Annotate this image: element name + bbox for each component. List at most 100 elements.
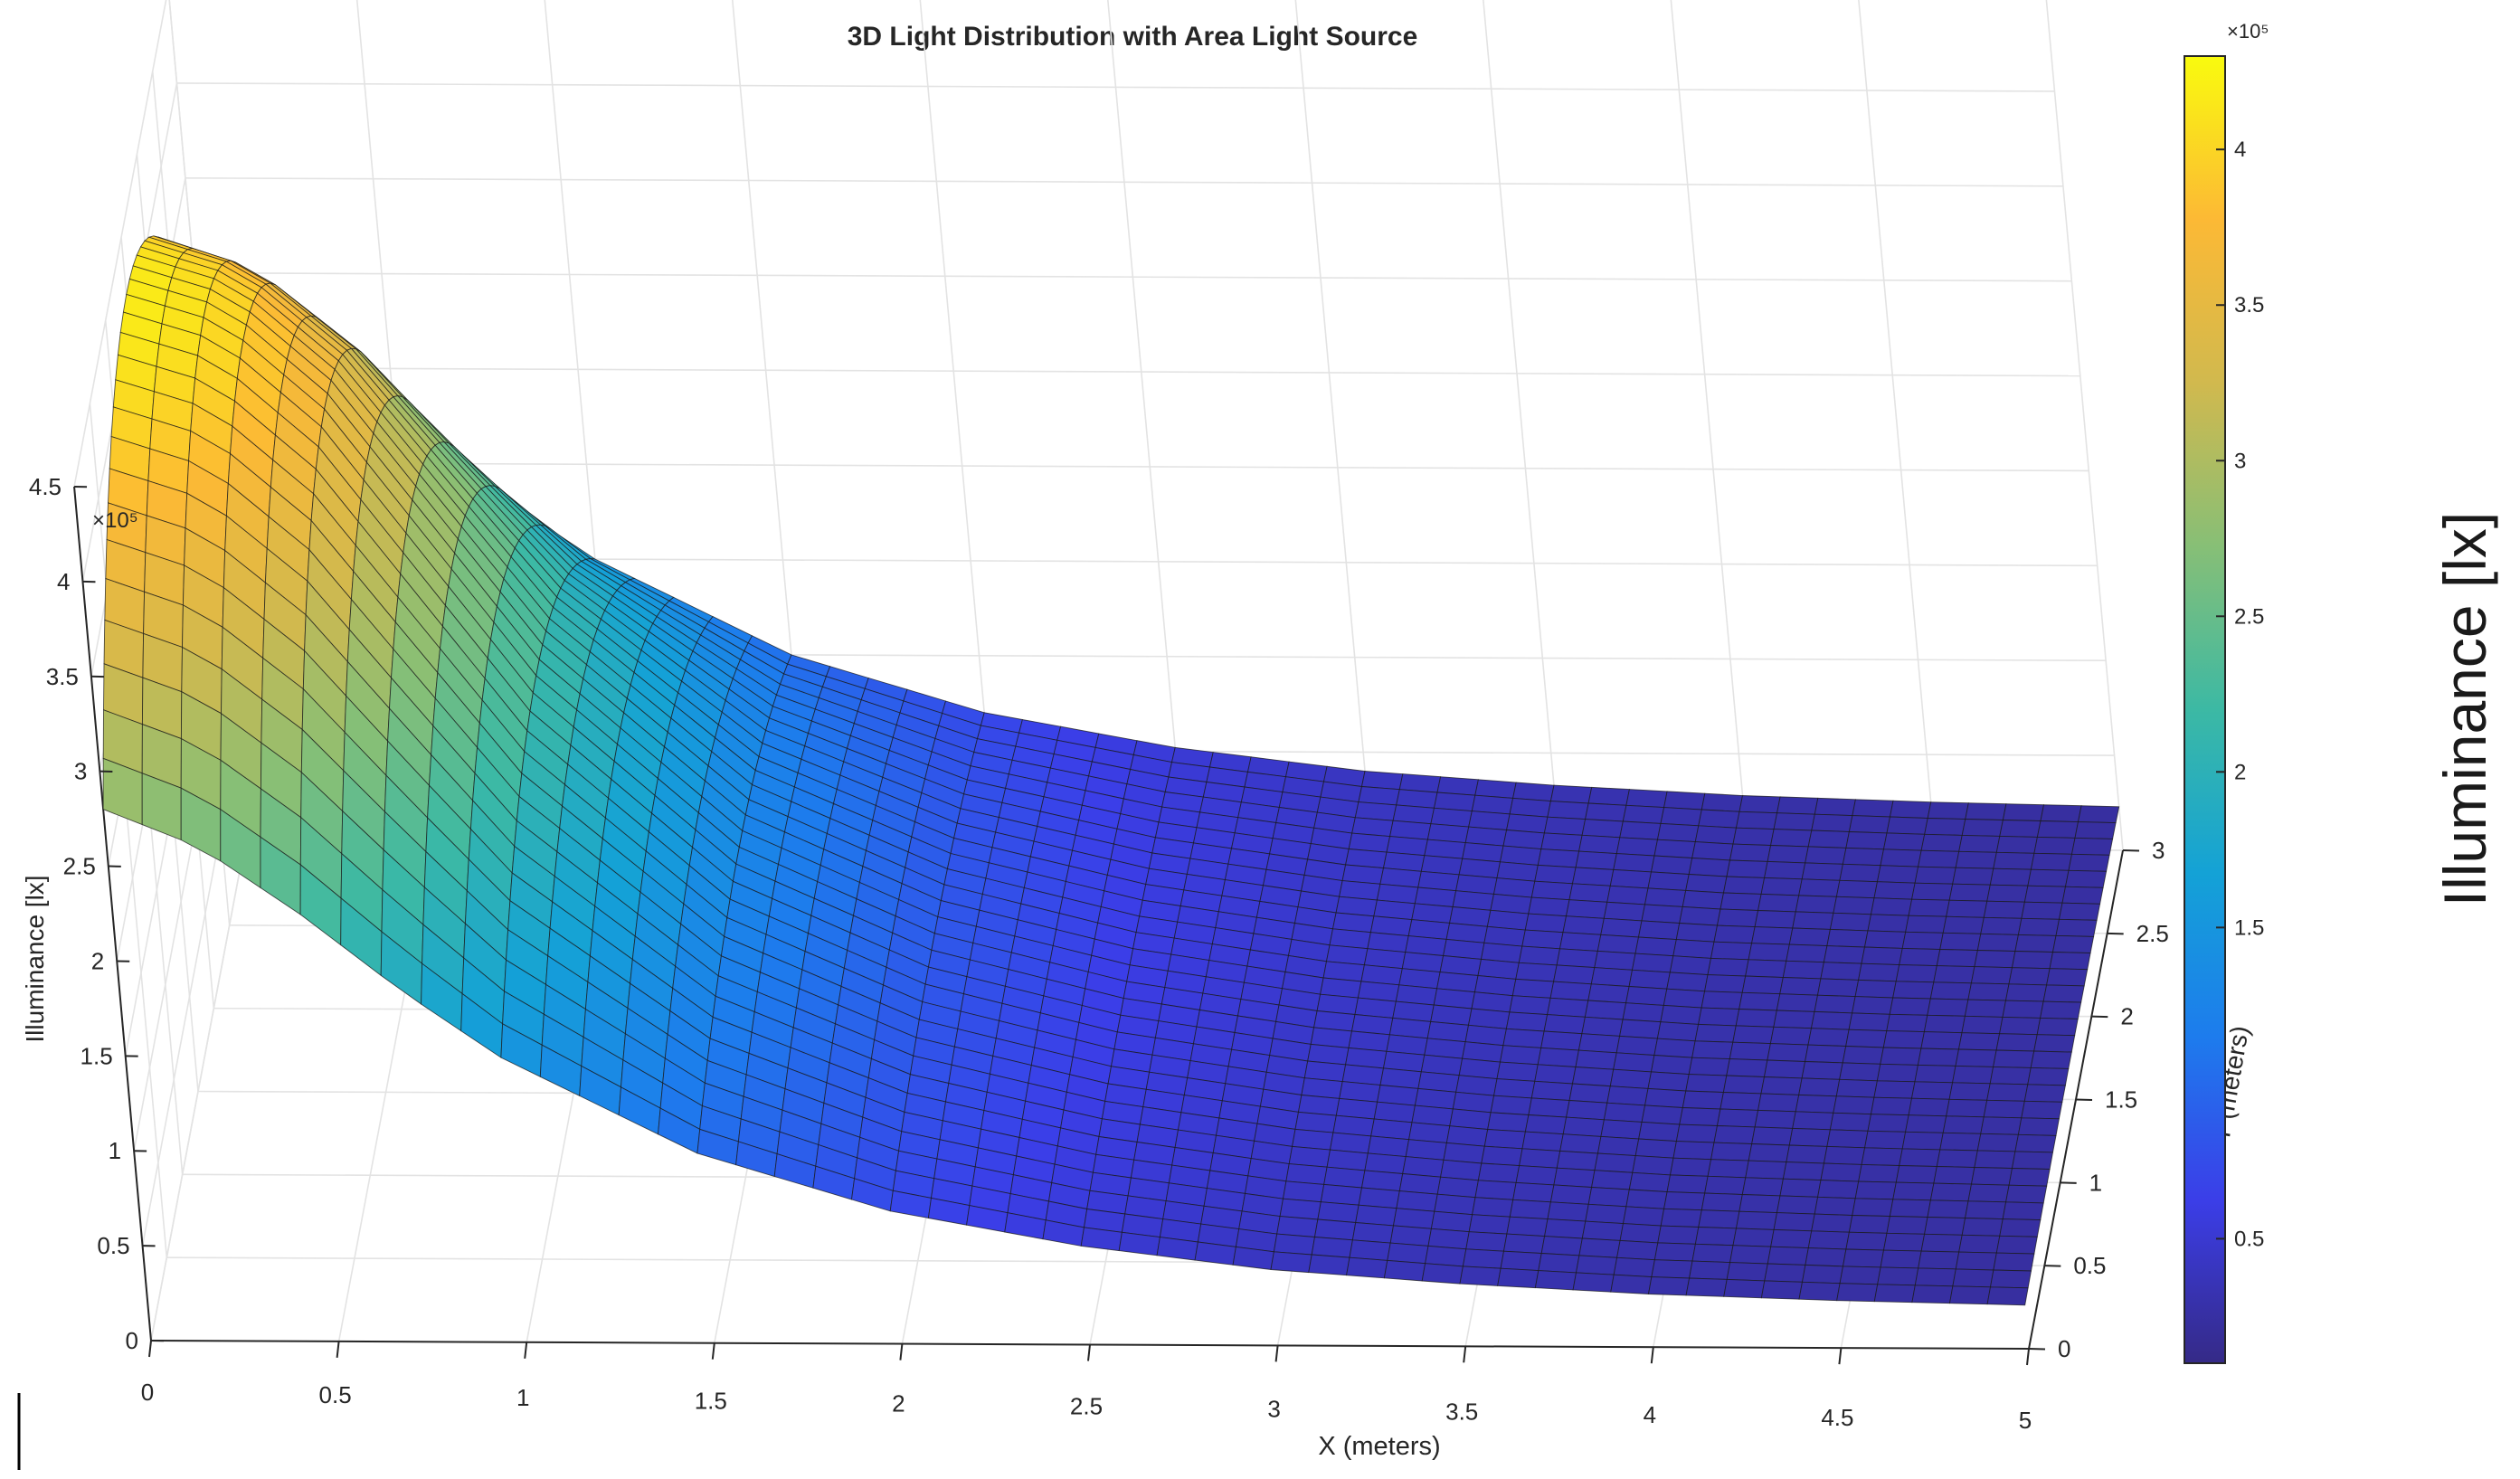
surface-patch [1562, 1116, 1605, 1137]
surface-patch [1886, 816, 1928, 835]
surface-patch [1590, 967, 1634, 987]
surface-patch [2021, 901, 2063, 920]
surface-patch [1908, 898, 1950, 917]
surface-patch [1852, 1198, 1894, 1217]
surface-patch [1836, 1283, 1879, 1303]
surface-patch [1543, 816, 1587, 836]
surface-patch [1745, 1160, 1787, 1180]
grid-line-back-z [185, 176, 2063, 187]
surface-patch [1835, 879, 1879, 899]
surface-patch [1722, 1075, 1766, 1095]
surface-patch [1732, 1228, 1775, 1247]
surface-patch [1999, 1218, 2042, 1237]
x-tick-mark [899, 1343, 904, 1360]
surface-patch [1920, 1031, 1963, 1050]
surface-patch [1505, 1011, 1549, 1032]
grid-line-side-y [89, 403, 168, 1258]
surface-patch [2070, 837, 2114, 856]
surface-patch [1811, 813, 1853, 832]
grid-line-back-x [1858, 0, 1937, 850]
surface-patch [1571, 867, 1615, 886]
surface-patch [1886, 1013, 1928, 1033]
surface-patch [1995, 1033, 2038, 1052]
surface-patch [1936, 949, 1978, 968]
surface-patch [1534, 1064, 1577, 1085]
surface-patch [1911, 1285, 1954, 1304]
surface-patch [1970, 966, 2013, 985]
surface-patch [1782, 960, 1824, 980]
surface-patch [2011, 951, 2054, 970]
surface-patch [1349, 1239, 1391, 1261]
surface-patch [1647, 1071, 1690, 1092]
surface-patch [1346, 1256, 1388, 1279]
z-tick-label: 2.5 [63, 853, 96, 880]
surface-patch [1351, 1222, 1395, 1244]
surface-patch [1873, 881, 1916, 900]
x-tick-mark [711, 1342, 715, 1360]
surface-patch [1613, 1052, 1655, 1073]
surface-patch [1389, 1225, 1432, 1247]
surface-patch [1632, 1155, 1674, 1176]
x-tick-mark [1838, 1347, 1843, 1365]
surface-patch [1870, 897, 1913, 916]
surface-patch [1741, 1177, 1784, 1197]
x-tick-mark [336, 1341, 340, 1359]
surface-patch [1682, 889, 1725, 910]
surface-patch [1558, 932, 1602, 952]
surface-patch [1653, 1242, 1696, 1262]
surface-patch [1751, 1126, 1794, 1146]
grid-line-side-z [73, 0, 167, 488]
surface-patch [1465, 1231, 1508, 1252]
surface-patch [2023, 885, 2067, 904]
surface-patch [1610, 1274, 1653, 1294]
surface-patch [1722, 876, 1766, 895]
surface-patch [1889, 800, 1932, 819]
surface-patch [2002, 1201, 2044, 1221]
surface-patch [1500, 1250, 1542, 1272]
surface-patch [1559, 1133, 1602, 1154]
surface-patch [1967, 982, 2010, 1001]
surface-patch [1779, 977, 1822, 996]
surface-patch [2005, 1184, 2048, 1204]
surface-patch [1704, 1175, 1747, 1195]
surface-patch [2027, 868, 2070, 887]
surface-patch [1619, 1223, 1662, 1244]
surface-patch [1942, 915, 1985, 934]
x-tick-label: 4 [1644, 1401, 1656, 1428]
surface-patch [1858, 1163, 1900, 1183]
surface-patch [1842, 1046, 1884, 1065]
surface-patch [2008, 967, 2051, 986]
surface-patch [1537, 849, 1580, 868]
surface-patch [1679, 1107, 1721, 1126]
surface-patch [1685, 1074, 1728, 1093]
colorbar-tick-label: 4 [2234, 137, 2246, 162]
surface-patch [1817, 1180, 1860, 1199]
surface-patch [1955, 1048, 1997, 1067]
surface-patch [1657, 1225, 1700, 1245]
surface-patch [1861, 946, 1903, 966]
surface-patch [1530, 880, 1574, 901]
surface-patch [2030, 852, 2073, 871]
surface-patch [1577, 1033, 1621, 1054]
x-axis-ticks: 0 0.5 1 1.5 2 2.5 3 3.5 4 4.5 5 [141, 1340, 2032, 1434]
surface-patch [1798, 878, 1841, 897]
surface-patch [1905, 1114, 1947, 1133]
surface-patch [1587, 786, 1630, 806]
z-tick-label: 1.5 [81, 1042, 113, 1069]
surface-patch [1986, 884, 2029, 903]
surface-patch [1644, 887, 1687, 907]
surface-patch [1663, 988, 1706, 1009]
surface-patch [1965, 802, 2007, 820]
surface-patch [1776, 993, 1819, 1012]
y-tick-mark [2060, 1181, 2077, 1184]
surface-patch [1882, 1030, 1925, 1049]
surface-patch [1672, 1141, 1715, 1161]
surface-patch [1845, 1029, 1888, 1048]
surface-patch [1770, 829, 1813, 848]
surface-patch [1786, 1144, 1828, 1164]
surface-patch [1729, 843, 1772, 862]
surface-patch [1961, 819, 2004, 837]
y-tick-label: 3 [2152, 837, 2165, 864]
surface-patch [1892, 981, 1935, 1000]
surface-patch [2051, 934, 2095, 953]
